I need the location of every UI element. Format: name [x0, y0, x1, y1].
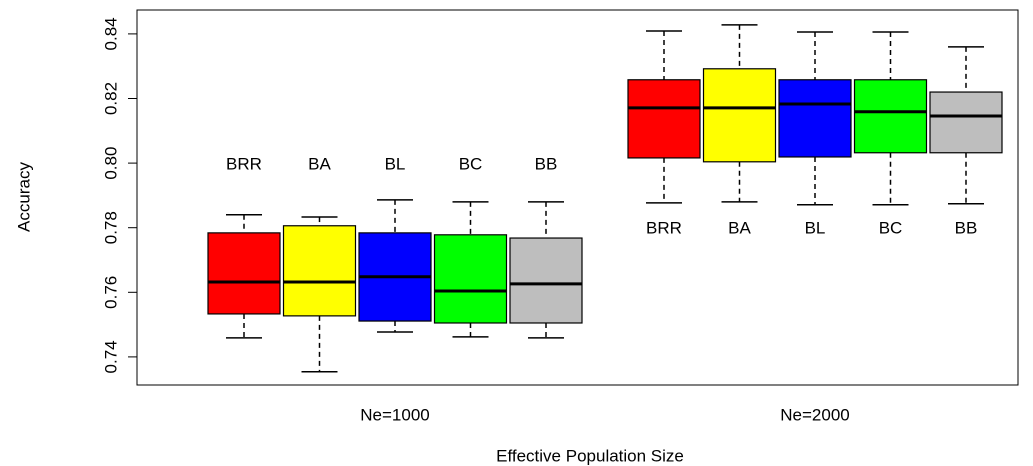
y-tick-label: 0.84 — [101, 17, 120, 50]
box-label: BRR — [646, 218, 682, 237]
y-axis-title: Accuracy — [14, 162, 33, 232]
box-label: BB — [535, 154, 558, 173]
box — [207, 232, 281, 315]
box — [778, 79, 852, 158]
box-label: BC — [459, 154, 483, 173]
box-label: BL — [805, 218, 826, 237]
x-tick-label: Ne=2000 — [780, 405, 849, 424]
y-tick-label: 0.78 — [101, 211, 120, 244]
box-label: BB — [955, 218, 978, 237]
box — [853, 79, 928, 154]
y-tick-label: 0.82 — [101, 82, 120, 115]
box-label: BA — [728, 218, 751, 237]
box-label: BL — [385, 154, 406, 173]
box — [433, 234, 508, 324]
y-tick-label: 0.74 — [101, 340, 120, 373]
box — [509, 237, 583, 324]
box-label: BC — [879, 218, 903, 237]
box-label: BA — [308, 154, 331, 173]
box-label: BRR — [226, 154, 262, 173]
x-axis-title: Effective Population Size — [496, 446, 684, 465]
box — [702, 68, 777, 163]
y-tick-label: 0.76 — [101, 276, 120, 309]
box — [282, 225, 357, 317]
box — [627, 79, 701, 159]
y-tick-label: 0.80 — [101, 147, 120, 180]
x-tick-label: Ne=1000 — [360, 405, 429, 424]
box — [929, 91, 1003, 154]
plot-frame — [136, 9, 1019, 386]
